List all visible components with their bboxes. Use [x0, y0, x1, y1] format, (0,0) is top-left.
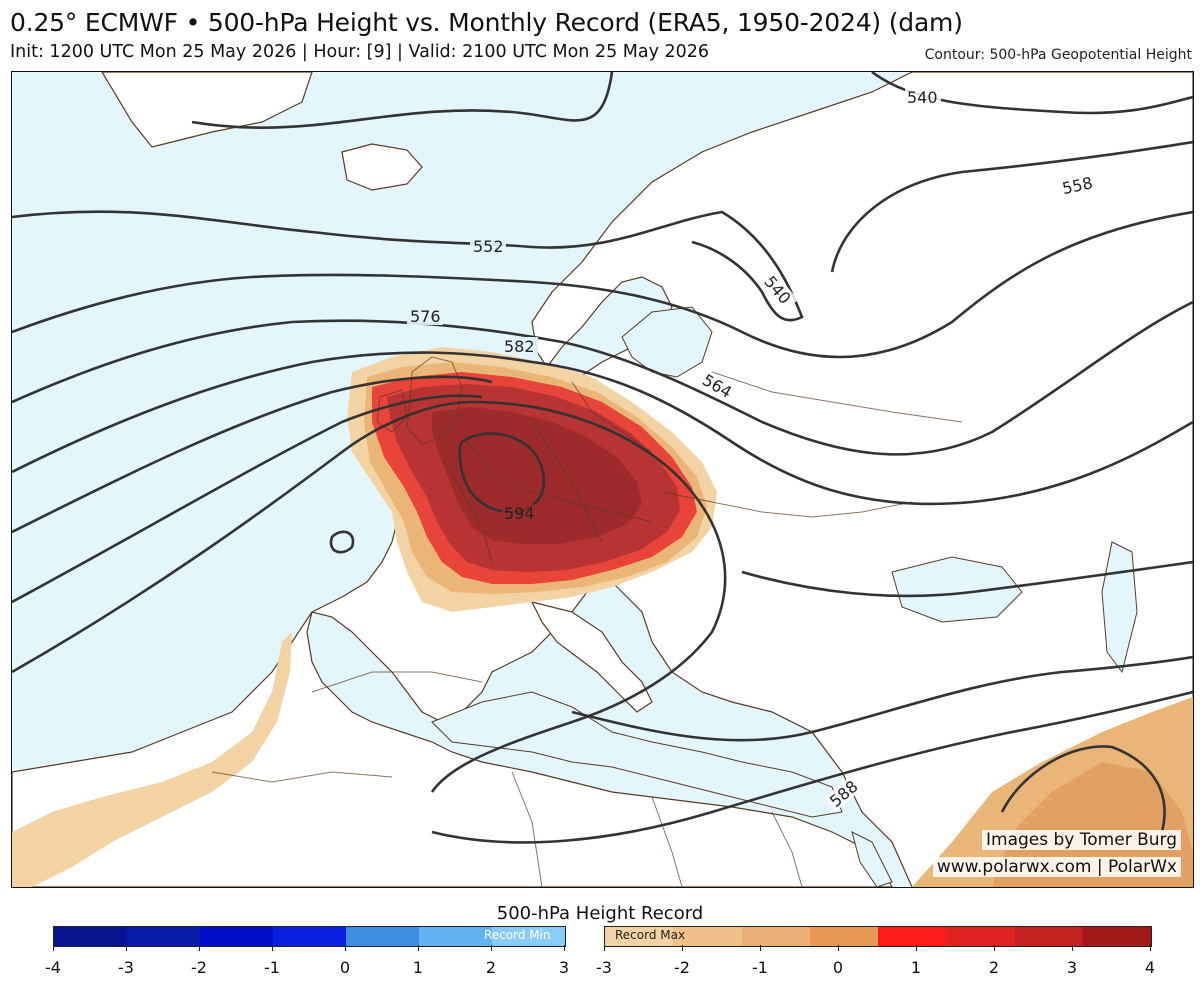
colorbar-tick-label: -3 [596, 958, 612, 977]
colorbar-tick-label: 1 [910, 958, 922, 977]
land-italy [530, 601, 653, 713]
colorbar-segment [673, 927, 742, 946]
colorbar-tick-label: 0 [832, 958, 844, 977]
colorbar-tick-mark [491, 945, 492, 951]
colorbar-segment [605, 927, 674, 946]
colorbar-tick-label: -2 [674, 958, 690, 977]
sea-mediterranean [431, 691, 843, 818]
colorbar-tick-mark [199, 945, 200, 951]
land-greenland [101, 72, 313, 148]
colorbar-tick-mark [838, 945, 839, 951]
record-band-5 [432, 407, 642, 544]
colorbar-tick-mark [126, 945, 127, 951]
map-subtitle: Init: 1200 UTC Mon 25 May 2026 | Hour: [… [10, 42, 710, 62]
colorbar-tick-label: -2 [191, 958, 207, 977]
contour-note: Contour: 500-hPa Geopotential Height [924, 47, 1192, 63]
colorbar-segment [878, 927, 947, 946]
colorbar-segment [419, 927, 492, 946]
sea-red [851, 831, 893, 887]
record-arabia-inner [992, 762, 1193, 887]
colorbar-segment [741, 927, 810, 946]
colorbar-record-max: Record Max [604, 926, 1152, 947]
colorbar-tick-mark [418, 945, 419, 951]
colorbar-tick-label: -4 [45, 958, 61, 977]
height-contours [12, 72, 1193, 844]
colorbar-tick-mark [682, 945, 683, 951]
colorbar-segment [54, 927, 127, 946]
colorbar-tick-label: 3 [558, 958, 570, 977]
colorbar-tick-label: 0 [339, 958, 351, 977]
colorbar-tick-mark [564, 945, 565, 951]
colorbar-segment [1082, 927, 1151, 946]
contour-label-group: 540 540 558 552 576 582 564 594 588 [407, 88, 1098, 812]
colorbar-segment [809, 927, 878, 946]
colorbar-tick-label: 2 [988, 958, 1000, 977]
colorbar-tick-label: 1 [412, 958, 424, 977]
colorbar-tick-label: -1 [752, 958, 768, 977]
colorbar-tick-mark [272, 945, 273, 951]
sea-black [891, 556, 1023, 623]
map-title: 0.25° ECMWF • 500-hPa Height vs. Monthly… [10, 8, 963, 37]
colorbar-segment [127, 927, 200, 946]
colorbar-tick-mark [1072, 945, 1073, 951]
contour-label: 552 [473, 237, 504, 256]
colorbar-segment [492, 927, 565, 946]
credit-website: www.polarwx.com | PolarWx [932, 857, 1181, 877]
map-canvas: 540 540 558 552 576 582 564 594 588 [12, 72, 1193, 887]
contour-label: 540 [907, 88, 938, 107]
colorbar-segment [200, 927, 273, 946]
colorbar-tick-label: -3 [118, 958, 134, 977]
sea-baltic [621, 306, 713, 378]
colorbar-tick-mark [760, 945, 761, 951]
colorbar-segment [1014, 927, 1083, 946]
colorbar-segment [346, 927, 419, 946]
contour-label: 576 [410, 307, 441, 326]
colorbar-tick-mark [345, 945, 346, 951]
credit-author: Images by Tomer Burg [982, 830, 1181, 850]
colorbar-tick-mark [994, 945, 995, 951]
land-iceland [341, 143, 423, 191]
colorbar-min-label: Record Min [484, 928, 551, 942]
colorbar-tick-mark [604, 945, 605, 951]
colorbar-tick-mark [916, 945, 917, 951]
colorbar-segment [946, 927, 1015, 946]
colorbar-tick-mark [53, 945, 54, 951]
colorbar-segment [273, 927, 346, 946]
colorbar-record-min: Record Min [53, 926, 566, 947]
colorbar-max-label: Record Max [615, 928, 686, 942]
colorbar-tick-label: 2 [485, 958, 497, 977]
map-panel: 540 540 558 552 576 582 564 594 588 Imag… [11, 71, 1194, 888]
contour-label: 582 [504, 337, 535, 356]
colorbar-tick-label: 4 [1144, 958, 1156, 977]
colorbar-tick-label: -1 [264, 958, 280, 977]
contour-label: 594 [504, 504, 535, 523]
colorbar-title: 500-hPa Height Record [496, 903, 704, 924]
record-africa-west [12, 632, 292, 887]
colorbar-tick-mark [1150, 945, 1151, 951]
colorbar-tick-label: 3 [1066, 958, 1078, 977]
seas-layer [431, 306, 1138, 887]
